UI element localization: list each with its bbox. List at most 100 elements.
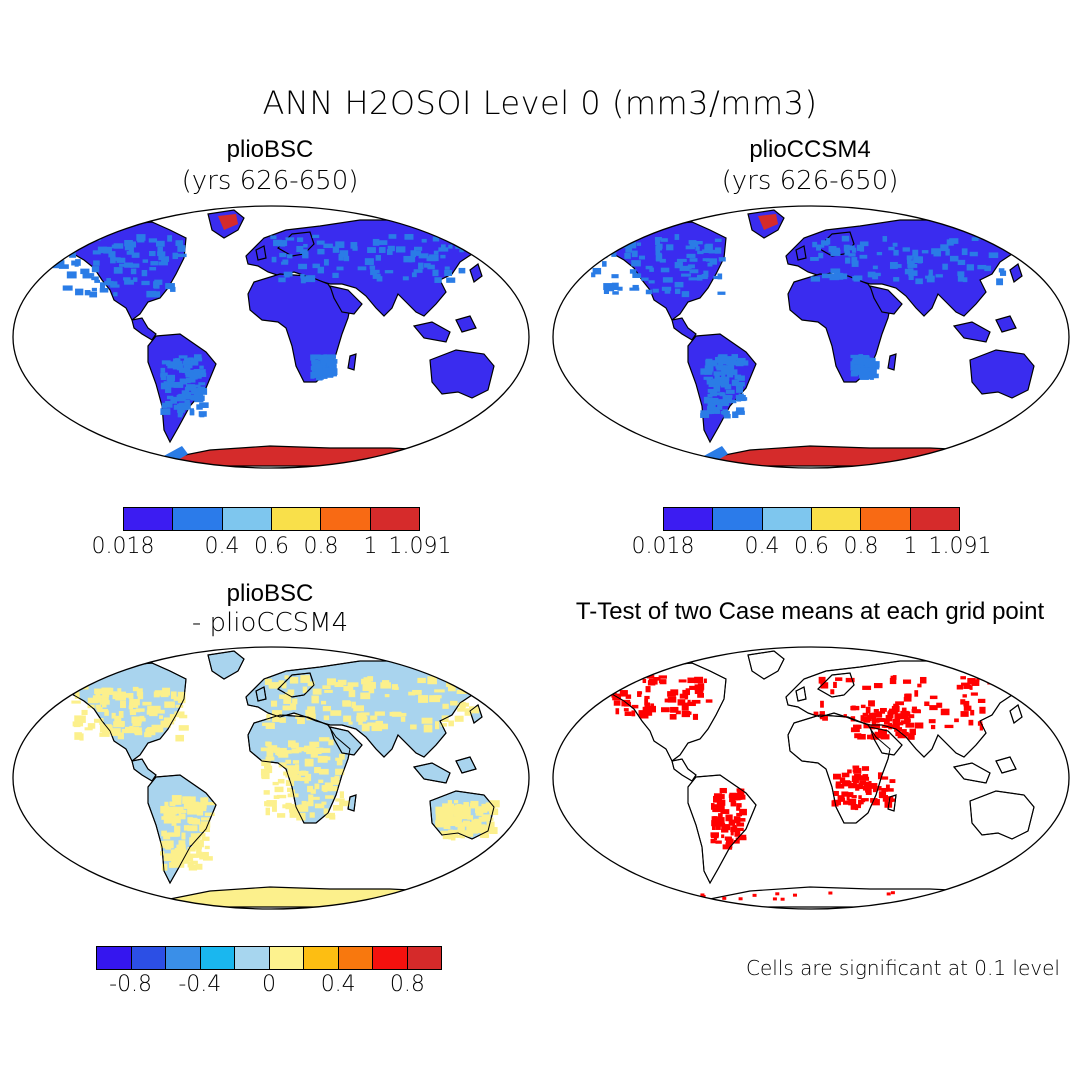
field-cell bbox=[307, 785, 314, 793]
significant-cell bbox=[895, 701, 905, 706]
field-cell bbox=[199, 856, 208, 860]
field-cell bbox=[723, 413, 731, 419]
colorbar-swatch-2 bbox=[762, 508, 812, 530]
field-cell bbox=[369, 265, 376, 270]
significant-cell bbox=[820, 682, 829, 689]
field-cell bbox=[707, 403, 716, 411]
field-cell bbox=[71, 260, 78, 266]
land-region-9 bbox=[329, 285, 363, 315]
field-cell bbox=[367, 722, 377, 727]
field-cell bbox=[592, 267, 602, 275]
significant-cell bbox=[681, 710, 691, 718]
significant-cell bbox=[863, 716, 871, 723]
significant-cell bbox=[838, 797, 846, 802]
significant-cell bbox=[646, 675, 655, 679]
field-cell bbox=[661, 286, 672, 291]
field-cell bbox=[123, 277, 131, 281]
significant-cell bbox=[909, 728, 916, 736]
land-region-13 bbox=[1041, 393, 1055, 411]
significant-cell bbox=[718, 813, 723, 820]
colorbar-abs-1 bbox=[123, 507, 420, 531]
field-cell bbox=[260, 747, 268, 752]
significant-cell bbox=[871, 712, 876, 718]
significant-cell bbox=[684, 693, 688, 700]
field-cell bbox=[444, 266, 450, 270]
field-cell bbox=[202, 851, 209, 860]
field-cell bbox=[117, 688, 122, 696]
field-cell bbox=[648, 280, 655, 284]
field-cell bbox=[300, 276, 306, 284]
field-cell bbox=[469, 706, 480, 714]
field-cell bbox=[312, 688, 322, 695]
field-cell bbox=[737, 375, 745, 381]
field-cell bbox=[178, 725, 189, 731]
field-cell bbox=[99, 287, 109, 293]
field-cell bbox=[735, 360, 744, 367]
field-cell bbox=[696, 274, 703, 281]
significant-cell bbox=[710, 803, 715, 810]
field-cell bbox=[859, 241, 869, 247]
field-cell bbox=[320, 748, 331, 753]
field-cell bbox=[463, 801, 469, 809]
field-cell bbox=[727, 356, 734, 362]
field-cell bbox=[655, 245, 663, 251]
field-cell bbox=[170, 286, 176, 292]
colorbar-tick-label: 0.018 bbox=[631, 534, 695, 559]
field-cell bbox=[332, 272, 339, 278]
significant-cell bbox=[856, 724, 860, 730]
field-cell bbox=[597, 234, 604, 241]
significant-cell bbox=[713, 833, 718, 841]
field-cell bbox=[204, 845, 210, 850]
field-cell bbox=[128, 245, 134, 252]
significant-cell bbox=[644, 698, 649, 706]
significant-cell bbox=[979, 706, 986, 714]
field-cell bbox=[303, 745, 310, 753]
field-cell bbox=[130, 268, 137, 275]
field-cell bbox=[136, 688, 143, 697]
significant-cell bbox=[642, 706, 649, 714]
significant-cell bbox=[734, 830, 741, 837]
field-cell bbox=[84, 727, 93, 731]
field-cell bbox=[459, 248, 464, 253]
field-cell bbox=[284, 692, 293, 696]
significant-cell bbox=[618, 683, 623, 688]
field-cell bbox=[459, 682, 464, 687]
colorbar-tick-label: 0.4 bbox=[204, 534, 240, 559]
field-cell bbox=[297, 237, 304, 243]
field-cell bbox=[80, 268, 90, 275]
field-cell bbox=[335, 241, 345, 248]
field-cell bbox=[908, 270, 918, 276]
field-cell bbox=[477, 829, 484, 833]
field-cell bbox=[273, 239, 283, 247]
field-cell bbox=[74, 732, 82, 740]
field-cell bbox=[432, 236, 440, 242]
significant-cell bbox=[896, 722, 904, 726]
field-cell bbox=[709, 389, 718, 397]
field-cell bbox=[325, 795, 334, 799]
colorbar-swatch-1 bbox=[173, 508, 223, 530]
field-cell bbox=[185, 377, 191, 384]
field-cell bbox=[726, 373, 734, 378]
field-cell bbox=[395, 246, 406, 253]
field-cell bbox=[89, 291, 98, 298]
map-border bbox=[552, 205, 1070, 469]
significant-cell bbox=[850, 727, 860, 733]
field-cell bbox=[293, 768, 298, 776]
field-cell bbox=[133, 277, 138, 282]
field-cell bbox=[115, 692, 126, 701]
land-region-10 bbox=[952, 321, 991, 343]
field-cell bbox=[704, 244, 712, 251]
colorbar-swatch-0 bbox=[664, 508, 714, 530]
field-cell bbox=[612, 239, 619, 245]
field-cell bbox=[183, 364, 193, 369]
field-cell bbox=[403, 255, 413, 263]
significant-cell bbox=[846, 796, 850, 801]
significant-cell bbox=[861, 766, 870, 771]
field-cell bbox=[64, 249, 70, 255]
field-cell bbox=[73, 242, 82, 249]
field-cell bbox=[471, 819, 482, 825]
significant-cell bbox=[642, 678, 647, 684]
panel-1-subtitle: (yrs 626-650) bbox=[181, 166, 359, 196]
field-cell bbox=[423, 724, 433, 733]
field-cell bbox=[375, 720, 384, 725]
